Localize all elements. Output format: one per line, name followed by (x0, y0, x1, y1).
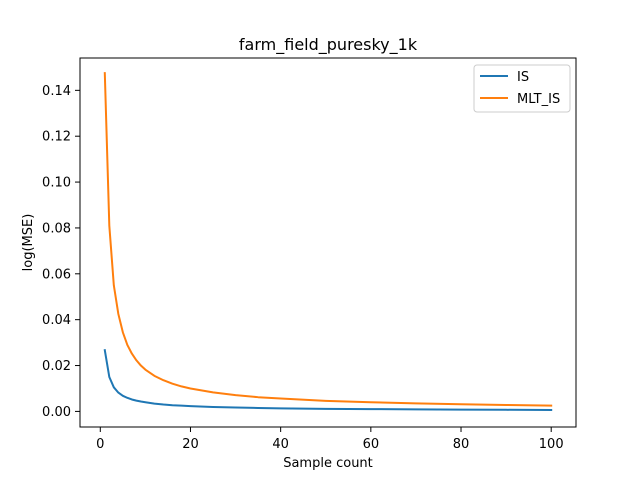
x-axis-ticks: 0 20 40 60 80 100 (96, 427, 564, 452)
chart-title: farm_field_puresky_1k (239, 35, 418, 55)
y-tick-label: 0.04 (42, 313, 71, 328)
y-tick-label: 0.02 (42, 359, 71, 374)
legend-label-is: IS (517, 70, 529, 85)
x-tick-label: 80 (453, 437, 470, 452)
y-axis-label: log(MSE) (21, 214, 36, 272)
y-tick-label: 0.08 (42, 221, 71, 236)
plot-area (80, 58, 576, 427)
x-tick-label: 0 (96, 437, 104, 452)
legend: IS MLT_IS (473, 64, 571, 113)
x-tick-label: 60 (363, 437, 380, 452)
y-tick-label: 0.00 (42, 405, 71, 420)
y-tick-label: 0.06 (42, 267, 71, 282)
y-tick-label: 0.12 (42, 130, 71, 145)
x-axis-label: Sample count (283, 456, 373, 471)
x-tick-label: 20 (182, 437, 199, 452)
legend-label-mlt-is: MLT_IS (517, 92, 560, 107)
series-layer (103, 72, 553, 412)
y-tick-label: 0.10 (42, 176, 71, 191)
x-tick-label: 100 (539, 437, 564, 452)
axes-frame (79, 57, 577, 428)
y-axis-ticks: 0.00 0.02 0.04 0.06 0.08 0.10 0.12 0.14 (42, 84, 80, 420)
x-tick-label: 40 (272, 437, 289, 452)
series-line-is (103, 349, 553, 412)
y-tick-label: 0.14 (42, 84, 71, 99)
series-line-mlt-is (103, 72, 553, 407)
